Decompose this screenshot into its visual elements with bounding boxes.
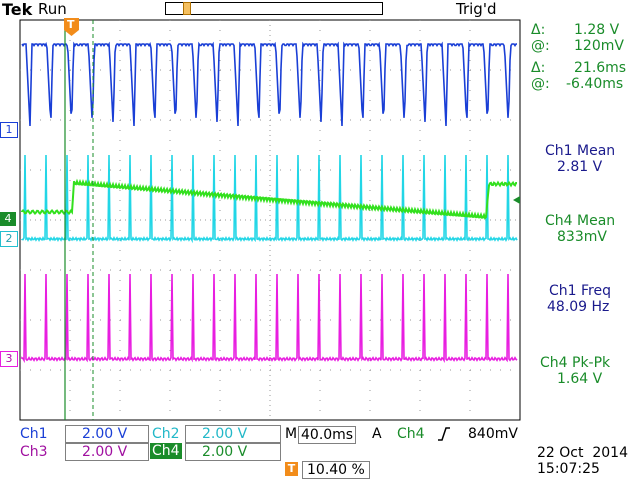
measurement-2-label: Ch4 Mean bbox=[545, 213, 616, 229]
cursor-delta-v-label: Δ: bbox=[531, 22, 546, 38]
time-display: 15:07:25 bbox=[537, 461, 600, 477]
ch1-label: Ch1 bbox=[20, 426, 48, 442]
ch4-marker-label: 4 bbox=[4, 212, 12, 225]
trigger-position-value[interactable]: 10.40 % bbox=[302, 461, 370, 479]
ch4-ground-marker[interactable]: 4 bbox=[0, 212, 16, 226]
ch2-label: Ch2 bbox=[152, 426, 180, 442]
record-view-bar[interactable] bbox=[165, 2, 383, 15]
ch4-scale-box[interactable] bbox=[185, 443, 281, 461]
measurement-4-label: Ch4 Pk-Pk bbox=[540, 355, 611, 371]
measurement-1-label: Ch1 Mean bbox=[545, 143, 616, 159]
ch3-scale: 2.00 V bbox=[82, 444, 128, 460]
ch1-waveform bbox=[21, 41, 517, 127]
cursor-at-v: 120mV bbox=[574, 38, 624, 54]
brand-label: Tek bbox=[2, 0, 33, 19]
measurement-3-value: 48.09 Hz bbox=[547, 299, 610, 315]
ch3-label: Ch3 bbox=[20, 444, 48, 460]
trigger-level-arrow bbox=[513, 196, 520, 204]
cursor-at-v-label: @: bbox=[531, 38, 550, 54]
ch4-waveform bbox=[21, 178, 517, 220]
date-display: 22 Oct 2014 bbox=[537, 445, 628, 461]
ch1-scale-box[interactable] bbox=[65, 425, 149, 443]
ch4-label[interactable]: Ch4 bbox=[150, 443, 182, 459]
trigger-mode: A bbox=[372, 426, 382, 442]
ch3-waveform bbox=[21, 273, 518, 364]
ch3-marker-label: 3 bbox=[5, 352, 13, 365]
trigger-position-marker bbox=[64, 18, 79, 36]
ch2-waveform bbox=[21, 154, 518, 244]
cursor-delta-v: 1.28 V bbox=[574, 22, 620, 38]
cursor-delta-t-label: Δ: bbox=[531, 60, 546, 76]
record-window-marker bbox=[183, 2, 191, 15]
trigger-marker-label: T bbox=[67, 18, 75, 31]
measurement-2-value: 833mV bbox=[557, 229, 607, 245]
trigger-status: Trig'd bbox=[456, 0, 497, 18]
run-state: Run bbox=[38, 0, 67, 18]
measurement-3-label: Ch1 Freq bbox=[549, 283, 611, 299]
ch2-ground-marker[interactable]: 2 bbox=[0, 231, 18, 247]
ch1-marker-label: 1 bbox=[5, 123, 13, 136]
timebase-value[interactable]: 40.0ms bbox=[298, 426, 357, 444]
trigger-level: 840mV bbox=[468, 426, 518, 442]
cursor-at-t-label: @: bbox=[531, 76, 550, 92]
ch2-scale-box[interactable] bbox=[185, 425, 281, 443]
waveforms bbox=[21, 41, 518, 364]
trigger-position-icon: T bbox=[285, 462, 298, 476]
ch1-ground-marker[interactable]: 1 bbox=[0, 122, 18, 138]
ch3-ground-marker[interactable]: 3 bbox=[0, 351, 18, 367]
ch1-scale: 2.00 V bbox=[82, 426, 128, 442]
measurement-4-value: 1.64 V bbox=[557, 371, 603, 387]
measurement-1-value: 2.81 V bbox=[557, 159, 603, 175]
trigger-position-icon-label: T bbox=[287, 462, 296, 475]
rising-edge-icon bbox=[438, 427, 450, 441]
trigger-source[interactable]: Ch4 bbox=[397, 426, 425, 442]
ch2-marker-label: 2 bbox=[5, 232, 13, 245]
cursor-delta-t: 21.6ms bbox=[574, 60, 627, 76]
cursor-at-t: -6.40ms bbox=[566, 76, 624, 92]
timebase-prefix: M bbox=[285, 426, 298, 442]
ch3-scale-box[interactable] bbox=[65, 443, 149, 461]
ch2-scale: 2.00 V bbox=[202, 426, 248, 442]
ch4-scale: 2.00 V bbox=[202, 444, 248, 460]
